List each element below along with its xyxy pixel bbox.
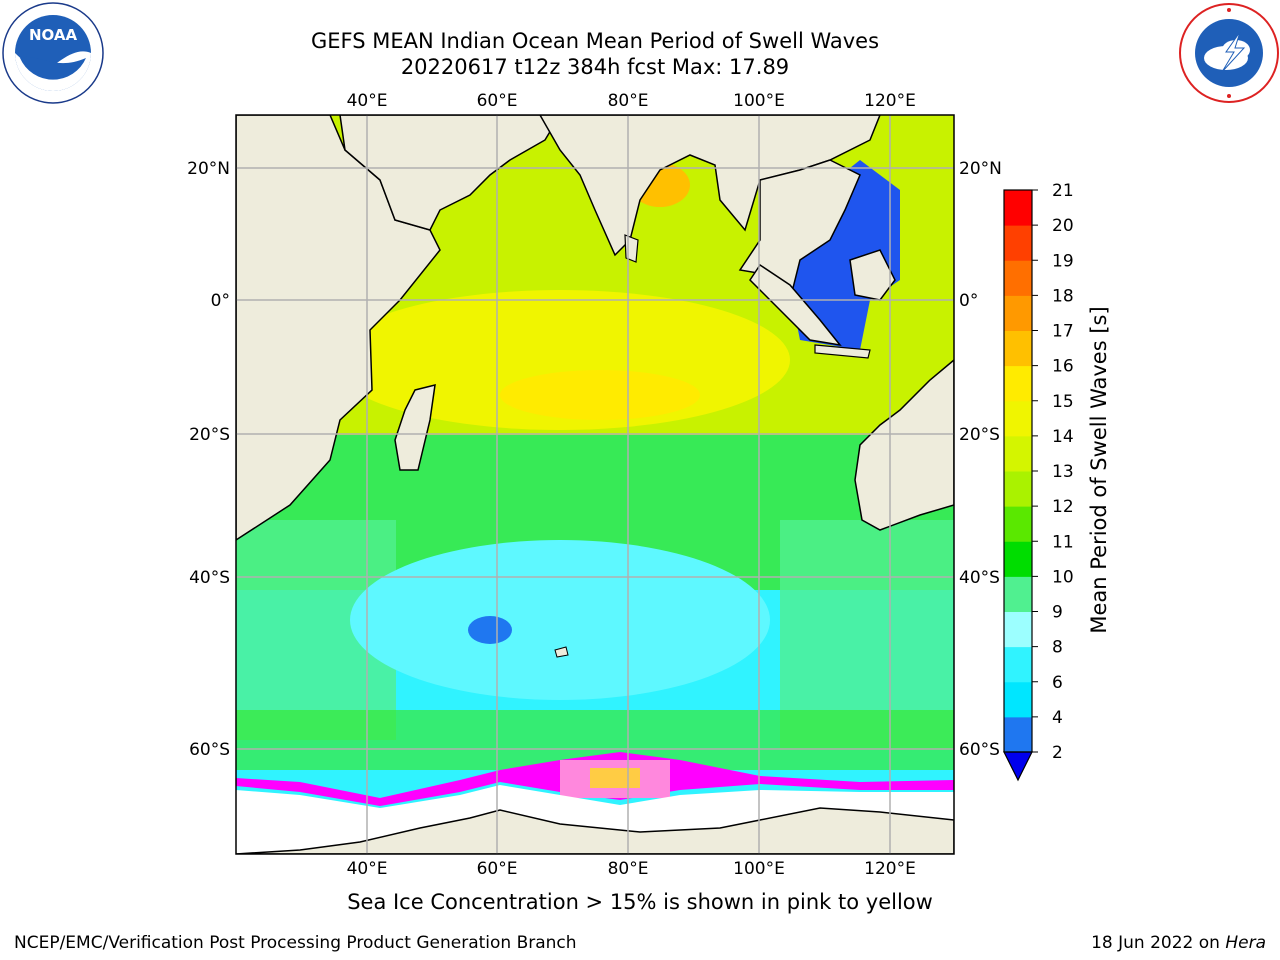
colorbar-segment — [1004, 365, 1032, 402]
lon-label-top: 40°E — [347, 91, 388, 111]
field-core-cyan — [350, 540, 770, 700]
colorbar-segment — [1004, 681, 1032, 718]
land-australia — [854, 359, 954, 531]
colorbar-tick-label: 6 — [1052, 673, 1063, 693]
footer-credit: NCEP/EMC/Verification Post Processing Pr… — [14, 933, 577, 953]
lon-label-bottom: 80°E — [608, 859, 649, 879]
colorbar-segment — [1004, 576, 1032, 612]
colorbar-tick-label: 10 — [1052, 567, 1074, 587]
colorbar-segment — [1004, 611, 1032, 648]
colorbar-tick-label: 18 — [1052, 286, 1074, 306]
land-antarctica — [236, 807, 954, 854]
colorbar-tick-label: 16 — [1052, 357, 1074, 377]
chart-subtitle: 20220617 t12z 384h fcst Max: 17.89 — [400, 55, 790, 79]
land-sumatra — [749, 263, 842, 347]
colorbar-segment — [1004, 190, 1032, 226]
field-core-darkyellow — [500, 370, 700, 420]
sea-ice-note: Sea Ice Concentration > 15% is shown in … — [347, 890, 933, 914]
map-frame — [235, 114, 955, 855]
lat-label-right: 20°S — [959, 425, 1000, 445]
colorbar-segment — [1004, 400, 1032, 437]
lon-label-bottom: 100°E — [733, 859, 785, 879]
colorbar-tick-label: 11 — [1052, 532, 1074, 552]
sea-ice-patch-yellow — [590, 768, 640, 788]
nws-logo-icon — [1179, 3, 1279, 103]
lon-label-bottom: 60°E — [477, 859, 518, 879]
colorbar-tick-label: 9 — [1052, 603, 1063, 623]
lat-label-left: 20°N — [187, 159, 230, 179]
colorbar-tick-label: 21 — [1052, 181, 1074, 201]
colorbar-segment — [1004, 541, 1032, 577]
noaa-logo-text: NOAA — [29, 26, 78, 44]
lon-label-bottom: 120°E — [864, 859, 916, 879]
colorbar-segment — [1004, 330, 1032, 367]
land-india-asia — [539, 115, 881, 257]
colorbar-tick-label: 8 — [1052, 638, 1063, 658]
colorbar-segment — [1004, 646, 1032, 683]
footer-host: Hera — [1225, 933, 1266, 953]
lon-label-top: 80°E — [608, 91, 649, 111]
colorbar-segment — [1004, 225, 1032, 261]
colorbar-segment — [1004, 471, 1032, 507]
colorbar-segment — [1004, 295, 1032, 331]
colorbar-label: Mean Period of Swell Waves [s] — [1087, 306, 1111, 633]
lat-label-left: 20°S — [189, 425, 230, 445]
colorbar-extend-arrow — [1003, 751, 1033, 782]
land-arabia — [339, 115, 561, 231]
lat-label-right: 40°S — [959, 568, 1000, 588]
lat-label-left: 0° — [211, 291, 230, 311]
colorbar-tick-label: 12 — [1052, 497, 1074, 517]
colorbar-tick-label: 19 — [1052, 251, 1074, 271]
land-kerguelen — [554, 646, 569, 658]
lon-label-top: 60°E — [477, 91, 518, 111]
chart-title: GEFS MEAN Indian Ocean Mean Period of Sw… — [310, 29, 880, 53]
land-borneo — [849, 249, 896, 301]
colorbar-tick-label: 15 — [1052, 392, 1074, 412]
colorbar-segment — [1004, 260, 1032, 296]
lat-label-right: 60°S — [959, 740, 1000, 760]
lat-label-left: 60°S — [189, 740, 230, 760]
noaa-logo-icon: NOAA — [2, 2, 104, 104]
colorbar-tick-label: 20 — [1052, 216, 1074, 236]
footer-date: 18 Jun 2022 on Hera — [1091, 933, 1266, 953]
lon-label-bottom: 40°E — [347, 859, 388, 879]
colorbar-tick-label: 4 — [1052, 708, 1063, 728]
colorbar-tick-label: 17 — [1052, 322, 1074, 342]
lat-label-right: 0° — [959, 291, 978, 311]
lat-label-left: 40°S — [189, 568, 230, 588]
land-sri-lanka — [624, 234, 639, 263]
lon-label-top: 120°E — [864, 91, 916, 111]
colorbar-tick-label: 13 — [1052, 462, 1074, 482]
gridlines — [236, 115, 954, 854]
colorbar-segment — [1004, 435, 1032, 472]
colorbar-tick-label: 14 — [1052, 427, 1074, 447]
lat-label-right: 20°N — [959, 159, 1002, 179]
land-madagascar — [394, 384, 436, 471]
land-indochina — [738, 159, 861, 302]
colorbar-tick-label: 2 — [1052, 743, 1063, 763]
colorbar-segment — [1004, 716, 1032, 753]
colorbar: 2 4 6 8 9 10 11 12 13 14 15 16 17 18 19 20 21 — [1003, 181, 1074, 782]
lon-label-top: 100°E — [733, 91, 785, 111]
footer-date-text: 18 Jun 2022 on — [1091, 933, 1226, 953]
land-java — [814, 344, 871, 359]
field-patch-blue — [468, 616, 512, 644]
colorbar-segment — [1004, 506, 1032, 542]
